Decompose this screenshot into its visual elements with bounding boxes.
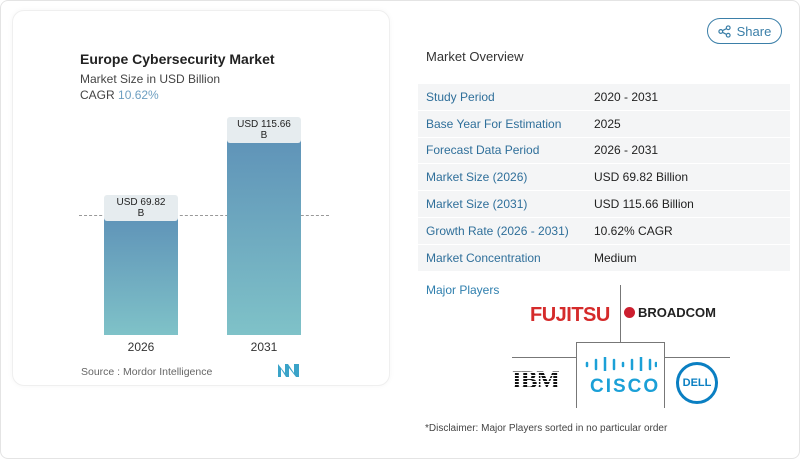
chart-subtitle: Market Size in USD Billion — [80, 72, 221, 86]
divider — [664, 342, 665, 408]
source: Source : Mordor Intelligence — [81, 366, 213, 378]
data-label: USD 69.82 B — [104, 195, 178, 222]
overview-row: Market Size (2031) USD 115.66 Billion — [418, 191, 790, 218]
row-label: Study Period — [426, 89, 495, 104]
row-label: Market Size (2026) — [426, 170, 528, 185]
divider — [512, 357, 576, 358]
row-value: 10.62% CAGR — [594, 223, 673, 238]
share-button[interactable]: Share — [707, 18, 782, 44]
data-label: USD 115.66 B — [227, 117, 301, 144]
dell-logo: DELL — [676, 362, 718, 404]
row-value: 2025 — [594, 116, 621, 131]
row-value: USD 69.82 Billion — [594, 170, 689, 185]
overview-row: Base Year For Estimation 2025 — [418, 110, 790, 138]
cisco-bars-icon — [585, 357, 657, 371]
cagr-value: 10.62% — [118, 88, 159, 102]
chart-title: Europe Cybersecurity Market — [80, 51, 275, 67]
row-value: 2020 - 2031 — [594, 89, 659, 104]
x-tick-label: 2026 — [127, 340, 155, 354]
cisco-logo: CISCO — [590, 376, 661, 397]
divider — [664, 357, 730, 358]
row-value: USD 115.66 Billion — [594, 197, 694, 212]
major-players-title: Major Players — [426, 283, 500, 297]
row-value: Medium — [594, 250, 637, 265]
bar-2031 — [227, 138, 301, 335]
bar-2026 — [104, 216, 178, 335]
disclaimer: *Disclaimer: Major Players sorted in no … — [425, 423, 668, 434]
cagr: CAGR 10.62% — [80, 88, 159, 102]
share-label: Share — [736, 23, 772, 39]
overview-row: Study Period 2020 - 2031 — [418, 84, 790, 111]
row-label: Market Concentration — [426, 250, 541, 265]
row-label: Market Size (2031) — [426, 197, 528, 212]
divider — [620, 285, 621, 342]
x-tick-label: 2031 — [250, 340, 278, 354]
divider — [576, 342, 577, 408]
row-label: Base Year For Estimation — [426, 116, 562, 131]
broadcom-logo: BROADCOM — [624, 305, 716, 320]
fujitsu-logo: FUJITSU — [530, 304, 610, 326]
broadcom-text: BROADCOM — [638, 305, 716, 320]
row-label: Forecast Data Period — [426, 143, 540, 158]
overview-row: Growth Rate (2026 - 2031) 10.62% CAGR — [418, 218, 790, 245]
row-label: Growth Rate (2026 - 2031) — [426, 223, 569, 238]
chart-card — [12, 10, 390, 386]
row-value: 2026 - 2031 — [594, 143, 659, 158]
overview-row: Market Concentration Medium — [418, 244, 790, 272]
overview-row: Market Size (2026) USD 69.82 Billion — [418, 164, 790, 192]
reference-line — [79, 215, 329, 216]
cagr-label: CAGR — [80, 88, 115, 102]
divider — [576, 342, 665, 343]
overview-row: Forecast Data Period 2026 - 2031 — [418, 137, 790, 165]
broadcom-icon — [624, 307, 635, 318]
mordor-logo-icon — [278, 364, 299, 377]
overview-title: Market Overview — [426, 49, 524, 64]
share-icon — [717, 24, 731, 38]
ibm-logo: IBM — [512, 367, 560, 394]
